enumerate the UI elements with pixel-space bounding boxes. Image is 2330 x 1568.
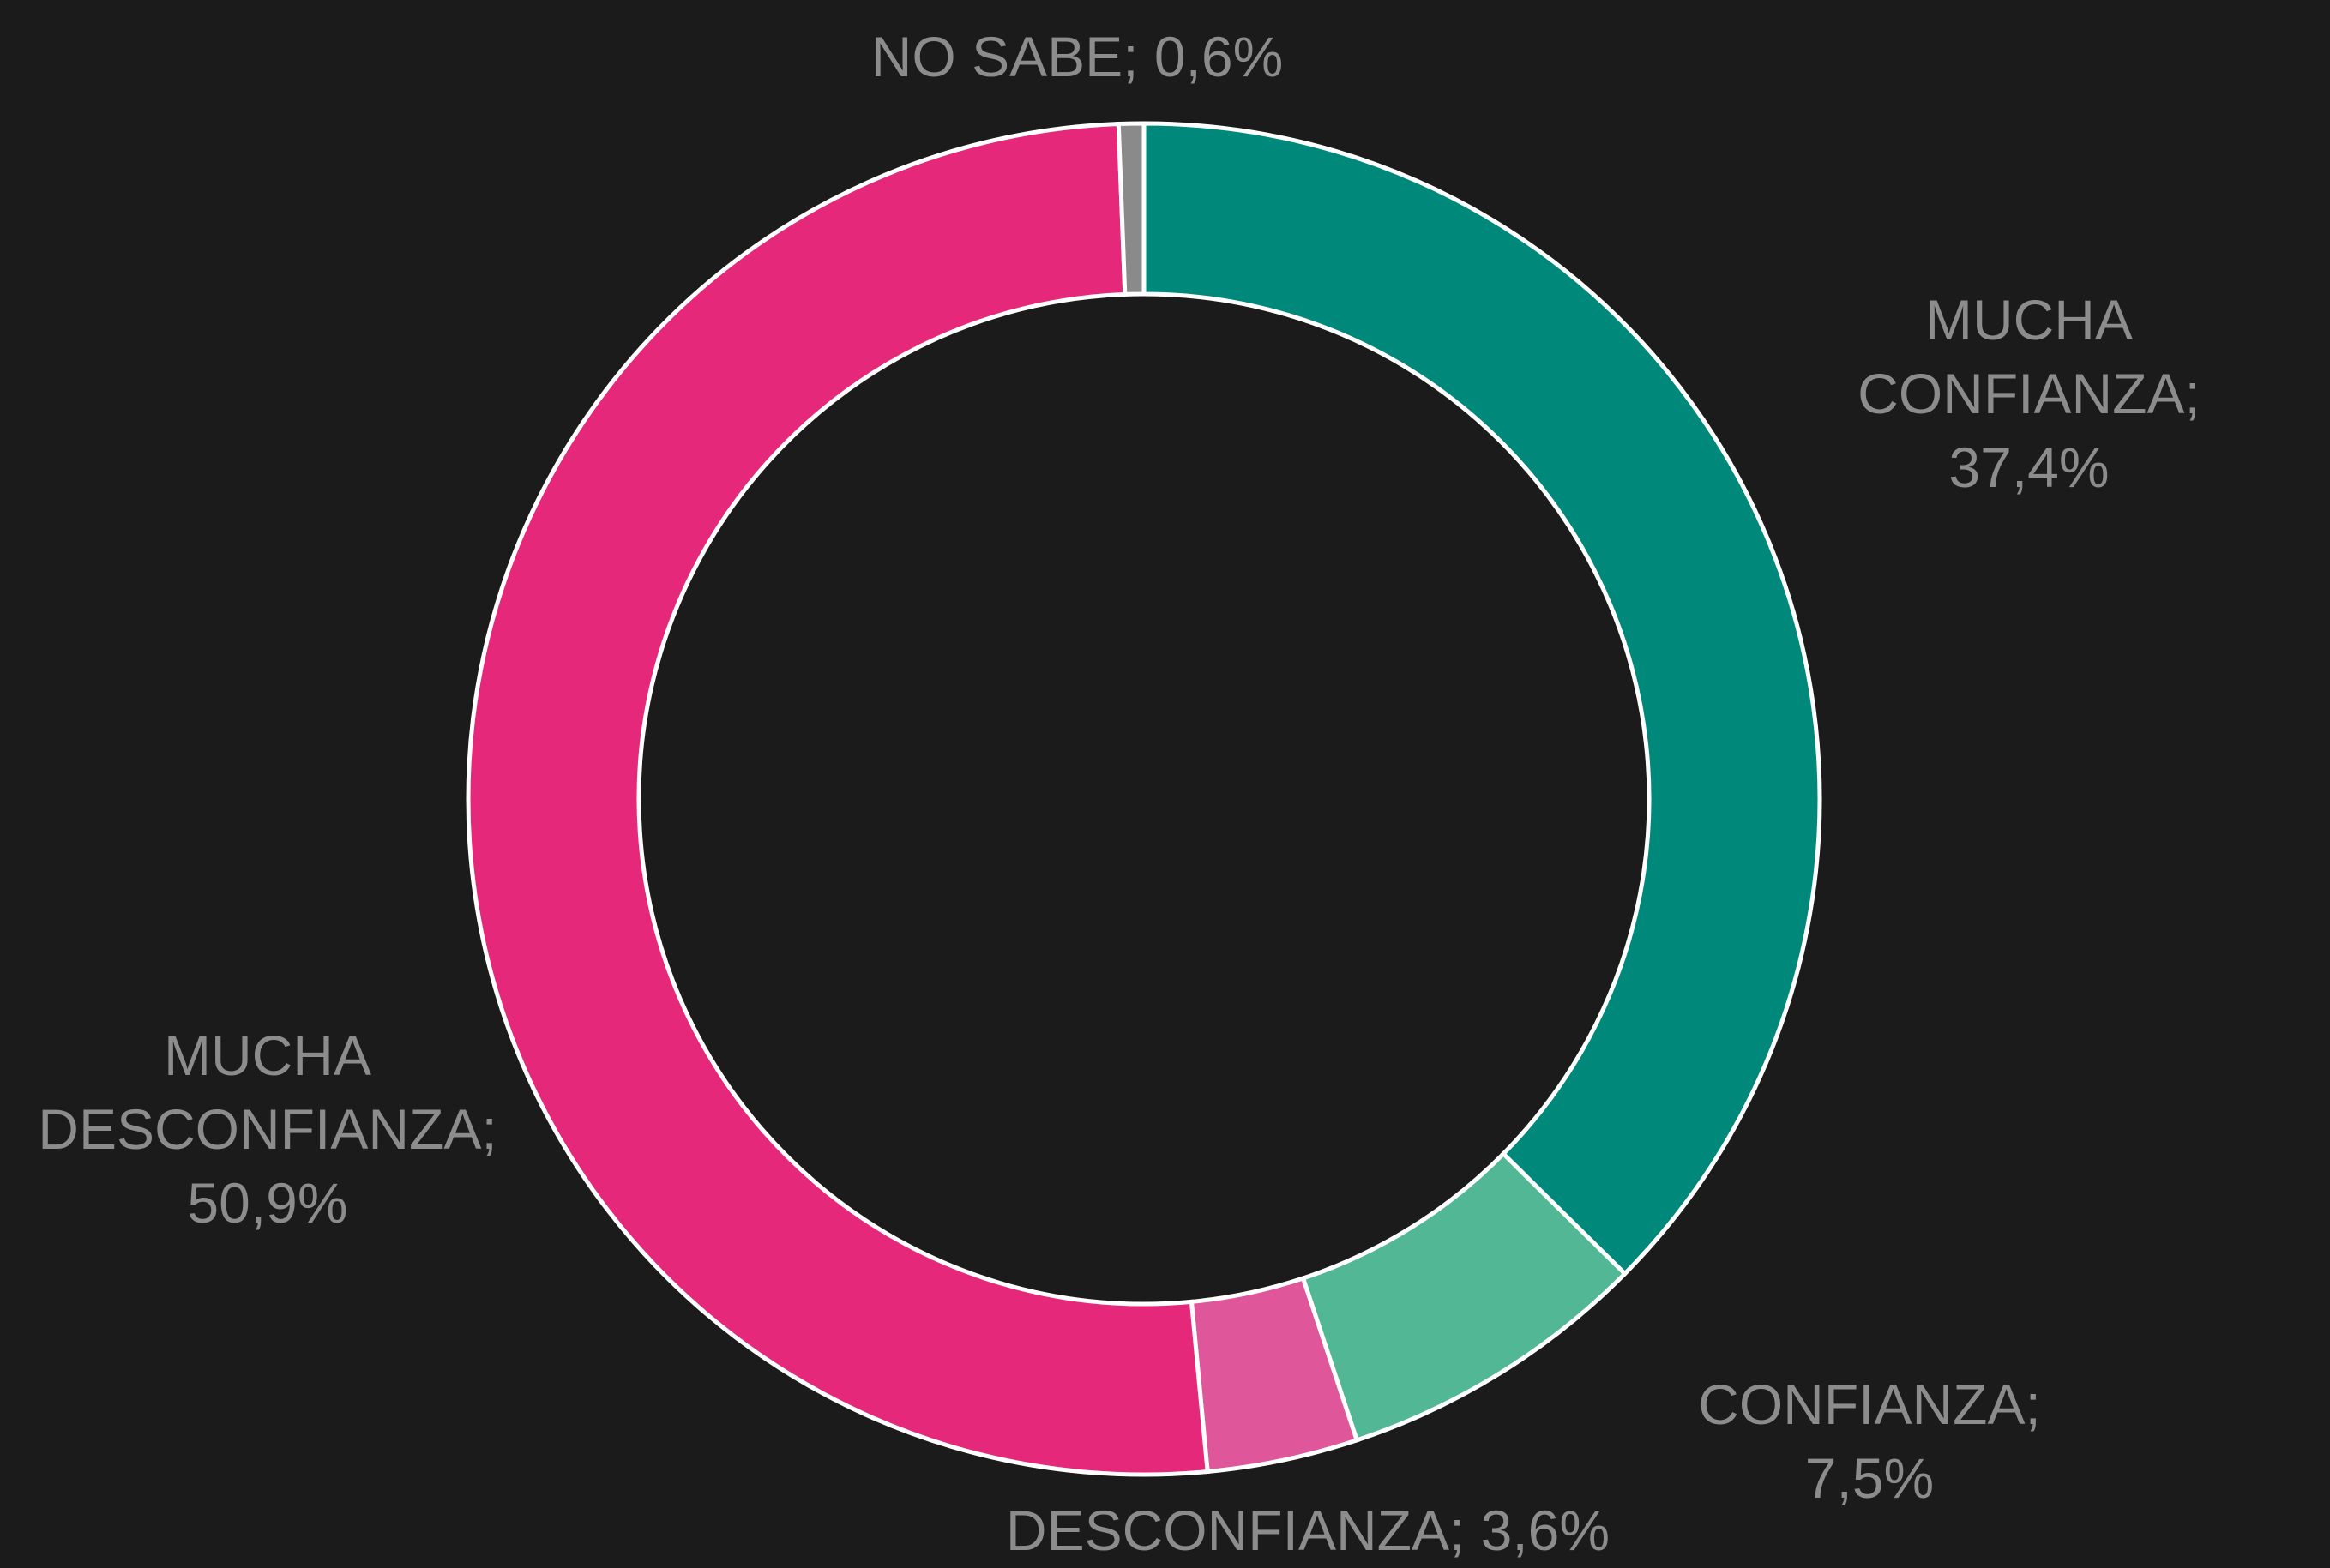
data-label: CONFIANZA; 7,5% <box>1698 1373 2041 1510</box>
data-label: NO SABE; 0,6% <box>870 25 1284 88</box>
data-label: MUCHA CONFIANZA; 37,4% <box>1857 288 2201 499</box>
donut-slice <box>1116 121 1147 297</box>
donut-slice <box>466 121 1210 1477</box>
data-label: MUCHA DESCONFIANZA; 50,9% <box>38 1024 497 1235</box>
donut-slice <box>1141 121 1822 1277</box>
data-label: DESCONFIANZA; 3,6% <box>1005 1499 1611 1562</box>
